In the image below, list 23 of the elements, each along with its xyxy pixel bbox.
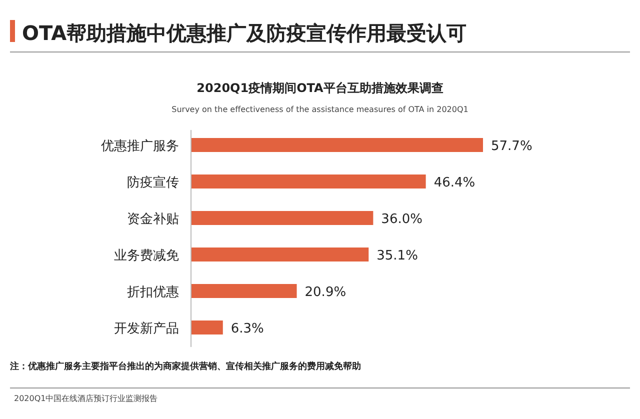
y-tick-label: 开发新产品 bbox=[114, 322, 179, 336]
data-label: 20.9% bbox=[304, 285, 346, 300]
y-tick-label: 防疫宣传 bbox=[127, 174, 179, 190]
text: 注：优惠推广服务主要指平台推出的为商家提供营销、宣传相关推广服务的费用减免帮助 bbox=[9, 361, 361, 372]
data-label: 46.4% bbox=[434, 176, 476, 190]
data-label: 36.0% bbox=[381, 212, 422, 227]
chart-subtitle: 2020Q1疫情期间OTA平台互助措施效果调查 bbox=[196, 81, 444, 95]
bar bbox=[191, 174, 426, 188]
y-tick-label: 资金补贴 bbox=[127, 212, 179, 227]
text: Survey on the effectiveness of the assistance measures of OTA in 2020Q1 bbox=[172, 105, 468, 114]
bar bbox=[191, 284, 297, 298]
y-tick-label: 业务费减免 bbox=[114, 248, 179, 264]
data-label: 35.1% bbox=[376, 248, 418, 264]
y-tick-label: 优惠推广服务 bbox=[101, 139, 179, 154]
data-label: 57.7% bbox=[491, 139, 532, 154]
text: 2020Q1中国在线酒店预订行业监测报告 bbox=[14, 394, 158, 403]
y-tick-label: 折扣优惠 bbox=[127, 285, 179, 300]
data-label: 6.3% bbox=[230, 322, 264, 336]
bar bbox=[191, 211, 374, 225]
bar bbox=[191, 138, 483, 152]
bar bbox=[191, 248, 369, 262]
bar bbox=[191, 320, 223, 334]
chart-title: OTA帮助措施中优惠推广及防疫宣传作用最受认可 bbox=[22, 21, 467, 45]
